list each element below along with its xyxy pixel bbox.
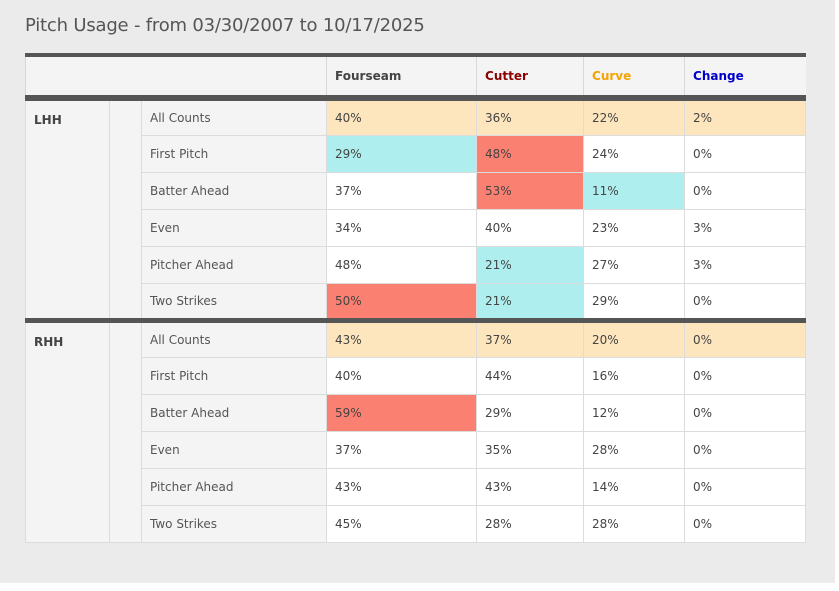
batter-hand-label: RHH <box>25 317 110 543</box>
usage-cell-fourseam: 43% <box>326 467 478 506</box>
usage-cell-curve: 16% <box>583 356 686 395</box>
count-label: All Counts <box>140 97 328 136</box>
column-header-curve[interactable]: Curve <box>583 53 685 101</box>
table-row: Two Strikes 50% 21% 29% 0% <box>26 282 807 321</box>
usage-cell-change: 0% <box>684 356 807 395</box>
table-row: Even 34% 40% 23% 3% <box>26 208 807 247</box>
usage-cell-change: 0% <box>684 467 807 506</box>
usage-cell-change: 3% <box>684 208 807 247</box>
table-row: Even 37% 35% 28% 0% <box>26 430 807 469</box>
usage-cell-fourseam: 48% <box>326 245 478 284</box>
usage-cell-fourseam: 29% <box>326 134 478 173</box>
usage-cell-cutter: 37% <box>476 317 585 358</box>
usage-cell-curve: 23% <box>583 208 686 247</box>
usage-cell-fourseam: 40% <box>326 356 478 395</box>
table-row: Pitcher Ahead 43% 43% 14% 0% <box>26 467 807 506</box>
usage-cell-curve: 24% <box>583 134 686 173</box>
usage-cell-curve: 22% <box>583 97 686 136</box>
table-row: First Pitch 29% 48% 24% 0% <box>26 134 807 173</box>
usage-cell-change: 0% <box>684 317 807 358</box>
usage-cell-cutter: 28% <box>476 504 585 543</box>
usage-cell-fourseam: 34% <box>326 208 478 247</box>
usage-cell-fourseam: 50% <box>326 282 478 321</box>
usage-cell-curve: 14% <box>583 467 686 506</box>
count-label: First Pitch <box>140 356 328 395</box>
usage-cell-fourseam: 43% <box>326 317 478 358</box>
count-label: Even <box>140 430 328 469</box>
usage-cell-curve: 12% <box>583 393 686 432</box>
usage-cell-change: 0% <box>684 171 807 210</box>
lhh-group: LHH All Counts 40% 36% 22% 2% First Pitch 29% 48… <box>25 97 807 321</box>
spacer-cell <box>109 97 142 321</box>
count-label: Batter Ahead <box>140 393 328 432</box>
usage-cell-fourseam: 37% <box>326 171 478 210</box>
count-label: Pitcher Ahead <box>140 467 328 506</box>
pitch-usage-table: Fourseam Cutter Curve Change LHH All Coun… <box>24 53 807 543</box>
table-row: First Pitch 40% 44% 16% 0% <box>26 356 807 395</box>
usage-cell-cutter: 40% <box>476 208 585 247</box>
usage-cell-cutter: 53% <box>476 171 585 210</box>
rhh-group: RHH All Counts 43% 37% 20% 0% First Pitch 40% 44… <box>25 317 807 543</box>
usage-cell-fourseam: 45% <box>326 504 478 543</box>
usage-cell-cutter: 36% <box>476 97 585 136</box>
usage-cell-change: 0% <box>684 134 807 173</box>
usage-cell-fourseam: 37% <box>326 430 478 469</box>
usage-cell-change: 2% <box>684 97 807 136</box>
page-title: Pitch Usage - from 03/30/2007 to 10/17/2… <box>25 15 425 36</box>
usage-cell-fourseam: 59% <box>326 393 478 432</box>
usage-cell-cutter: 21% <box>476 245 585 284</box>
usage-cell-cutter: 44% <box>476 356 585 395</box>
usage-cell-cutter: 21% <box>476 282 585 321</box>
table-row: Pitcher Ahead 48% 21% 27% 3% <box>26 245 807 284</box>
usage-cell-curve: 27% <box>583 245 686 284</box>
count-label: Batter Ahead <box>140 171 328 210</box>
count-label: All Counts <box>140 317 328 358</box>
column-header-fourseam[interactable]: Fourseam <box>326 53 477 101</box>
table-row: RHH All Counts 43% 37% 20% 0% <box>25 317 807 543</box>
count-label: First Pitch <box>140 134 328 173</box>
usage-cell-change: 0% <box>684 504 807 543</box>
count-label: Two Strikes <box>140 282 328 321</box>
table-row: Two Strikes 45% 28% 28% 0% <box>26 504 807 543</box>
usage-cell-cutter: 48% <box>476 134 585 173</box>
usage-cell-curve: 29% <box>583 282 686 321</box>
table-row: LHH All Counts 40% 36% 22% 2% <box>25 97 807 321</box>
count-label: Pitcher Ahead <box>140 245 328 284</box>
count-label: Even <box>140 208 328 247</box>
usage-cell-change: 0% <box>684 430 807 469</box>
column-header-cutter[interactable]: Cutter <box>476 53 584 101</box>
usage-cell-curve: 11% <box>583 171 686 210</box>
usage-cell-curve: 28% <box>583 504 686 543</box>
usage-cell-change: 0% <box>684 393 807 432</box>
usage-cell-curve: 28% <box>583 430 686 469</box>
table-header-row: Fourseam Cutter Curve Change <box>24 53 806 101</box>
table-row: Batter Ahead 37% 53% 11% 0% <box>26 171 807 210</box>
spacer-cell <box>109 317 142 543</box>
header-blank-cell <box>24 53 327 101</box>
usage-cell-cutter: 35% <box>476 430 585 469</box>
usage-cell-curve: 20% <box>583 317 686 358</box>
usage-cell-change: 0% <box>684 282 807 321</box>
batter-hand-label: LHH <box>25 97 110 321</box>
usage-cell-change: 3% <box>684 245 807 284</box>
count-label: Two Strikes <box>140 504 328 543</box>
column-header-change[interactable]: Change <box>684 53 806 101</box>
usage-cell-fourseam: 40% <box>326 97 478 136</box>
usage-cell-cutter: 43% <box>476 467 585 506</box>
usage-cell-cutter: 29% <box>476 393 585 432</box>
table-row: Batter Ahead 59% 29% 12% 0% <box>26 393 807 432</box>
